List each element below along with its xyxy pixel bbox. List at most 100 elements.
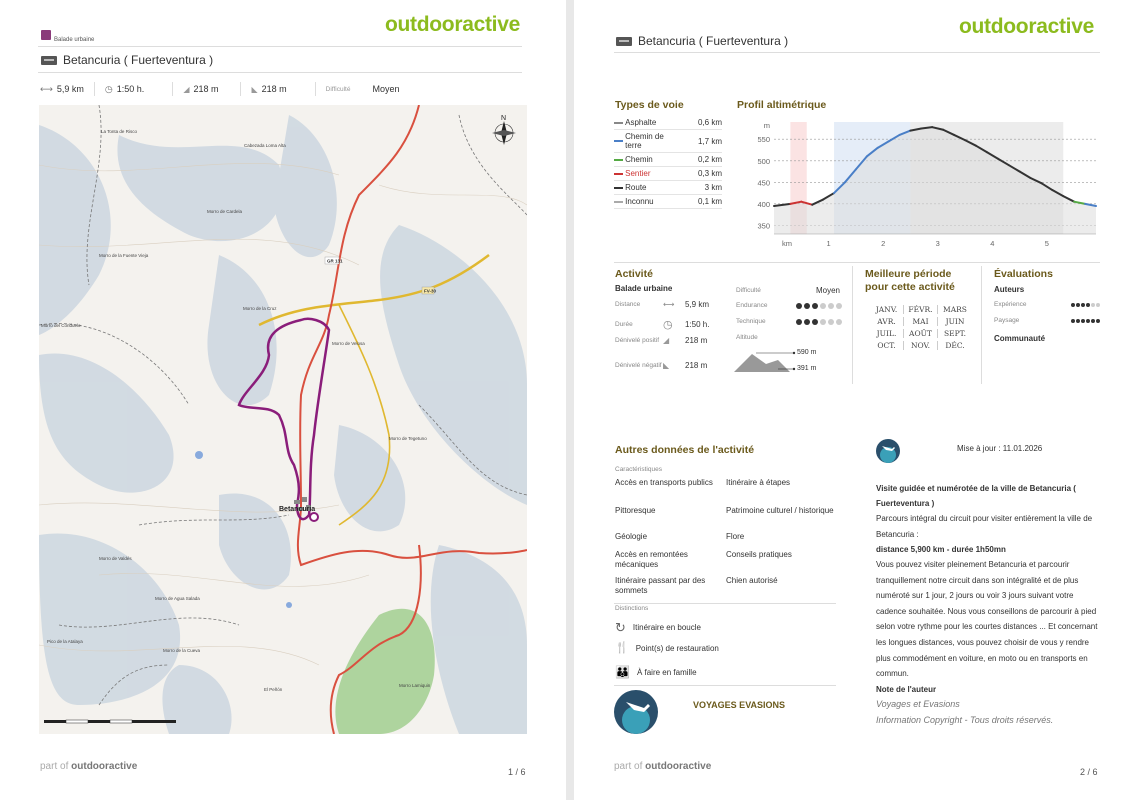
profile-area xyxy=(774,127,1096,234)
loop-icon: ↻ xyxy=(615,620,626,635)
duree-label: Durée xyxy=(615,320,633,328)
endurance-rating xyxy=(796,302,842,309)
feature-item: Patrimoine culturel / historique xyxy=(726,506,834,515)
profile-segment xyxy=(931,126,945,131)
page-2: outdooractive Betancuria ( Fuerteventura… xyxy=(574,0,1140,800)
duration-value: 1:50 h. xyxy=(116,84,145,94)
paysage-row: Paysage xyxy=(994,317,1100,324)
rating-dot xyxy=(1076,318,1080,323)
profile-segment xyxy=(1029,177,1043,185)
elevation-profile-chart: 550 500 450 400 350 m km 1 2 3 4 5 xyxy=(757,121,1097,248)
activite-distance: Distance ⟷ 5,9 km xyxy=(615,300,709,309)
rating-dot xyxy=(836,318,842,325)
voie-row: Chemin de terre 1,7 km xyxy=(614,130,722,153)
rating-dot xyxy=(820,302,826,309)
footer-part-of: part of xyxy=(40,761,69,772)
description-p2: distance 5,900 km - durée 1h50mn xyxy=(876,544,1006,554)
altitude-mini-chart xyxy=(734,351,796,372)
stat-duration: ◷ 1:50 h. xyxy=(105,82,174,96)
title-text: Betancuria ( Fuerteventura ) xyxy=(638,34,789,48)
start-point-marker xyxy=(309,512,319,522)
profile-segment xyxy=(909,127,923,132)
forest-area xyxy=(335,608,435,734)
author-note-name: Voyages et Evasions xyxy=(876,698,960,709)
technique-row: Technique xyxy=(736,318,842,325)
activite-denivele-positif: Dénivelé positif ◢ 218 m xyxy=(615,336,707,345)
duree-value: 1:50 h. xyxy=(685,320,710,329)
town-buildings xyxy=(294,497,311,511)
month-cell: FÉVR. xyxy=(904,305,938,314)
rating-dot xyxy=(1086,318,1090,323)
profile-segment xyxy=(974,144,988,154)
divider xyxy=(614,685,836,686)
rating-dot xyxy=(1081,318,1085,323)
feature-item: Conseils pratiques xyxy=(726,550,792,559)
page-1: Balade urbaine outdooractive Betancuria … xyxy=(0,0,566,800)
author-avatar[interactable] xyxy=(614,690,658,734)
technique-rating xyxy=(796,318,842,325)
rating-dot xyxy=(1091,302,1095,307)
terrain-shading xyxy=(39,115,527,734)
map-label-peak: El Peñón xyxy=(264,687,283,692)
auteurs-label: Auteurs xyxy=(994,285,1025,294)
map-label-peak: Morro de Valdés xyxy=(99,556,132,561)
endurance-row: Endurance xyxy=(736,302,842,309)
technique-label: Technique xyxy=(736,318,766,325)
evaluations-title: Évaluations xyxy=(994,268,1053,280)
activite-duree: Durée ◷ 1:50 h. xyxy=(615,318,709,331)
rating-dot xyxy=(836,302,842,309)
map-label-peak: Morro de la Cueva xyxy=(163,648,201,653)
rating-dot xyxy=(796,302,802,309)
rating-dot xyxy=(828,318,834,325)
voie-swatch xyxy=(614,121,624,124)
stat-distance: ⟷ 5,9 km xyxy=(40,82,95,96)
distance-icon: ⟷ xyxy=(40,83,53,94)
profile-segment xyxy=(996,157,1010,167)
distinction-label: À faire en famille xyxy=(636,667,697,677)
rating-dot xyxy=(804,302,810,309)
profile-segment xyxy=(1051,189,1065,198)
rating-dot xyxy=(1071,302,1075,307)
rating-dot xyxy=(812,318,818,325)
distinction-famille: 👪 À faire en famille xyxy=(615,665,697,680)
divider xyxy=(614,52,1100,53)
month-cell: MARS xyxy=(943,305,967,314)
feature-item: Accès en remontées mécaniques xyxy=(615,550,688,569)
map-label-peak: Morro de Velosa xyxy=(332,341,365,346)
denivele-positif-value: 218 m xyxy=(685,336,708,345)
divider xyxy=(38,72,522,73)
gr131-south xyxy=(329,544,422,734)
rating-dot xyxy=(804,318,810,325)
endurance-label: Endurance xyxy=(736,302,768,309)
activite-denivele-negatif: Dénivelé négatif ◣ 218 m xyxy=(615,361,707,370)
experience-label: Expérience xyxy=(994,301,1027,308)
month-cell: AOÛT xyxy=(904,329,938,338)
rating-dot xyxy=(1096,302,1100,307)
profile-segment xyxy=(876,140,890,149)
voie-row: Sentier 0,3 km xyxy=(614,167,722,181)
profile-segment xyxy=(985,151,999,160)
plane-globe-icon xyxy=(880,446,896,463)
profil-title: Profil altimétrique xyxy=(737,99,827,111)
feature-item: Accès en transports publics xyxy=(615,478,713,487)
difficulty-value: Moyen xyxy=(372,84,400,94)
distance-label: Distance xyxy=(615,300,641,308)
route-map[interactable]: La Tonta de Risco Cabezada Loma Alta Mor… xyxy=(39,105,527,734)
y-tick-label: 500 xyxy=(757,157,770,166)
x-unit-label: km xyxy=(782,239,792,248)
voie-name: Asphalte xyxy=(625,118,657,127)
voie-name: Chemin xyxy=(625,155,653,164)
svg-text:N: N xyxy=(501,115,506,122)
month-cell: JUIL. xyxy=(870,329,904,338)
month-cell: NOV. xyxy=(904,341,938,350)
profile-segment xyxy=(1073,200,1087,205)
profile-segment xyxy=(773,202,792,207)
author-name[interactable]: VOYAGES EVASIONS xyxy=(693,700,786,710)
descent-icon: ◣ xyxy=(663,361,670,370)
month-cell: AVR. xyxy=(870,317,904,326)
distinctions-label: Distinctions xyxy=(615,605,649,612)
family-icon: 👪 xyxy=(615,665,630,679)
voie-name: Inconnu xyxy=(625,197,654,206)
rating-dot xyxy=(796,318,802,325)
divider xyxy=(614,603,836,604)
